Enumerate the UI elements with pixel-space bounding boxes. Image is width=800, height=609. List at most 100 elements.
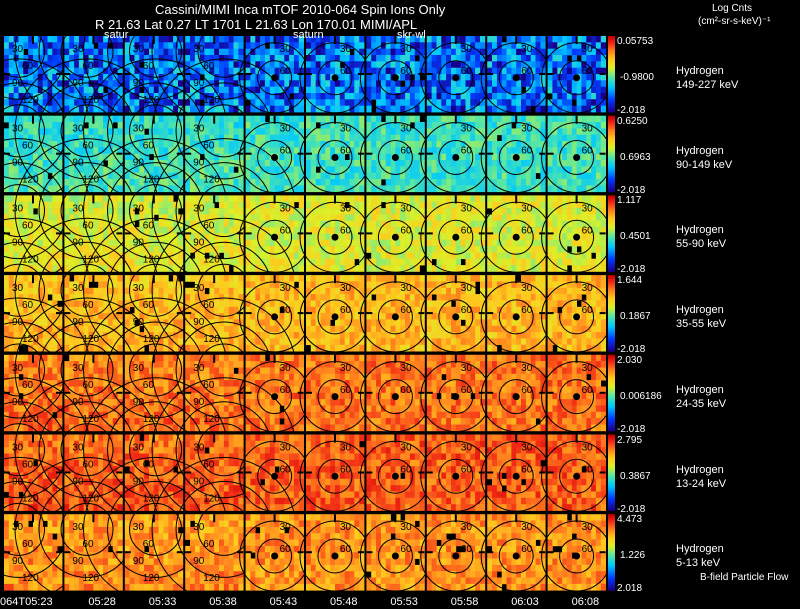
heatmap-cell [419, 246, 425, 253]
heatmap-cell [385, 185, 391, 193]
heatmap-cell [414, 105, 420, 113]
heatmap-cell [436, 141, 442, 148]
heatmap-cell [149, 252, 155, 260]
contour-label: 120 [82, 254, 99, 265]
heatmap-cell [52, 185, 58, 193]
heatmap-cell [153, 141, 159, 148]
heatmap-cell [366, 208, 372, 215]
heatmap-cell [431, 179, 437, 186]
heatmap-cell [426, 246, 432, 253]
heatmap-cell [194, 36, 201, 43]
heatmap-cell [557, 99, 563, 106]
heatmap-cell [18, 160, 24, 167]
heatmap-cell [571, 93, 577, 100]
heatmap-cell [74, 36, 80, 43]
heatmap-cell [562, 208, 568, 215]
heatmap-cell [540, 48, 546, 56]
heatmap-cell [204, 214, 210, 222]
heatmap-cell [168, 128, 174, 136]
heatmap-cell [400, 55, 406, 62]
colorbar-step [608, 70, 615, 73]
heatmap-cell [595, 160, 602, 167]
heatmap-cell [395, 160, 401, 167]
heatmap-cell [600, 239, 606, 247]
heatmap-cell [511, 42, 517, 49]
heatmap-cell [214, 246, 220, 253]
heatmap-cell [441, 233, 447, 241]
heatmap-cell [581, 115, 587, 123]
heatmap-cell [163, 265, 169, 272]
heatmap-cell [47, 74, 53, 81]
heatmap-cell [163, 55, 169, 62]
heatmap-cell [238, 55, 244, 62]
heatmap-cell [426, 74, 432, 81]
heatmap-cell [535, 214, 541, 222]
heatmap-cell [354, 128, 360, 136]
heatmap-cell [298, 74, 304, 81]
heatmap-cell [88, 227, 94, 234]
heatmap-cell [274, 42, 280, 49]
heatmap-cell [185, 160, 191, 167]
heatmap-cell [233, 220, 239, 228]
heatmap-cell [371, 265, 377, 272]
heatmap-cell [18, 185, 24, 193]
heatmap-cell [199, 80, 205, 87]
heatmap-cell [284, 147, 290, 155]
heatmap-cell [238, 201, 244, 209]
heatmap-cell [535, 160, 541, 167]
heatmap-cell [426, 172, 432, 180]
heatmap-cell [103, 134, 109, 142]
heatmap-cell [530, 55, 536, 62]
heatmap-cell [349, 208, 355, 215]
heatmap-cell [284, 99, 290, 106]
heatmap-cell [465, 220, 471, 228]
heatmap-cell [13, 128, 19, 136]
heatmap-cell [344, 122, 350, 129]
heatmap-cell [88, 214, 94, 222]
heatmap-cell [194, 201, 201, 209]
heatmap-cell [190, 233, 196, 241]
heatmap-cell [441, 134, 447, 142]
heatmap-cell [37, 201, 43, 209]
contour-label: 60 [203, 141, 215, 152]
heatmap-cell [238, 134, 244, 142]
heatmap-cell [460, 201, 466, 209]
heatmap-cell [144, 208, 150, 215]
heatmap-cell [139, 252, 145, 260]
heatmap-cell [441, 208, 447, 215]
heatmap-cell [250, 172, 256, 180]
heatmap-cell [74, 55, 80, 62]
heatmap-cell [168, 160, 174, 167]
heatmap-cell [419, 185, 425, 193]
heatmap-cell [576, 128, 582, 136]
heatmap-cell [69, 294, 75, 301]
heatmap-cell [269, 246, 275, 253]
heatmap-cell [376, 42, 382, 49]
heatmap-cell [315, 252, 321, 260]
heatmap-cell [436, 80, 442, 87]
heatmap-cell [581, 105, 587, 113]
heatmap-cell [475, 134, 481, 142]
heatmap-cell [344, 115, 350, 123]
heatmap-cell [293, 179, 300, 186]
heatmap-cell [18, 42, 24, 49]
colorbar-step [608, 53, 615, 56]
heatmap-cell [255, 220, 261, 228]
heatmap-cell [501, 93, 507, 100]
heatmap-cell [320, 36, 326, 43]
heatmap-cell [178, 220, 184, 228]
heatmap-cell [4, 201, 10, 209]
heatmap-cell [28, 160, 34, 167]
heatmap-cell [228, 61, 234, 68]
heatmap-cell [8, 93, 14, 100]
heatmap-cell [516, 220, 522, 228]
heatmap-cell [74, 208, 80, 215]
heatmap-cell [354, 201, 360, 209]
heatmap-cell [552, 93, 558, 100]
heatmap-cell [501, 128, 507, 136]
heatmap-cell [298, 153, 304, 161]
heatmap-cell [310, 93, 316, 100]
heatmap-cell [209, 67, 215, 75]
heatmap-cell [511, 160, 517, 167]
